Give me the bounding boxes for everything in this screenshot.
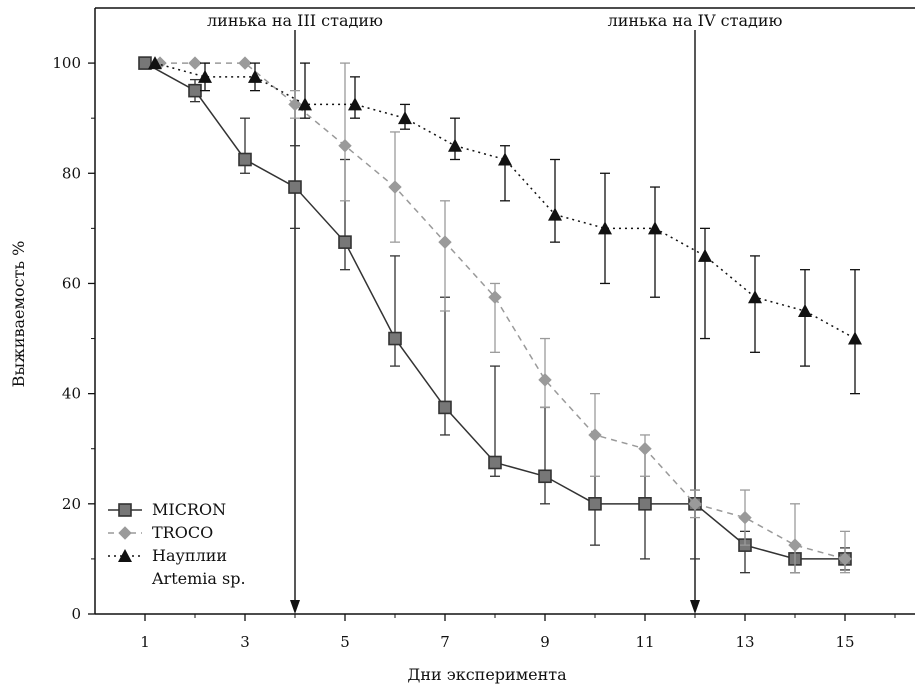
data-point <box>838 552 852 566</box>
x-axis-title: Дни эксперимента <box>407 665 567 684</box>
data-point <box>238 152 252 167</box>
data-point <box>198 69 212 83</box>
legend-label: MICRON <box>152 500 226 519</box>
legend-marker <box>118 549 132 562</box>
data-point <box>338 235 352 249</box>
molt-annotation-label: линька на IV стадию <box>608 11 783 30</box>
data-point <box>698 248 712 262</box>
x-tick-label: 3 <box>240 633 250 651</box>
data-point <box>188 56 202 70</box>
data-point <box>238 56 252 70</box>
data-point <box>738 510 752 525</box>
y-axis-title: Выживаемость % <box>9 241 28 388</box>
x-tick-label: 13 <box>735 633 754 651</box>
series-line <box>160 62 846 560</box>
data-point <box>638 442 652 456</box>
molt-annotation-label: линька на III стадию <box>207 11 383 30</box>
data-point <box>498 152 512 166</box>
y-tick-label: 40 <box>62 385 81 403</box>
molt-arrow-head <box>290 600 300 614</box>
data-point <box>398 111 412 125</box>
y-ticks: 0 20 40 60 80 100 <box>52 54 95 623</box>
y-tick-label: 80 <box>62 164 81 182</box>
series-layer <box>138 56 862 574</box>
data-point <box>298 97 312 111</box>
x-tick-label: 11 <box>635 633 654 651</box>
data-point <box>138 56 152 70</box>
x-ticks: 1 3 5 7 9 11 13 15 <box>140 614 896 651</box>
y-tick-label: 0 <box>71 605 81 623</box>
data-point <box>348 97 362 111</box>
data-point <box>488 455 502 470</box>
legend-label: TROCO <box>152 523 213 542</box>
data-point <box>148 56 162 70</box>
data-point <box>788 538 802 552</box>
data-point <box>848 331 862 345</box>
data-point <box>388 180 402 194</box>
legend-label: Artemia sp. <box>151 569 246 588</box>
data-point <box>538 469 552 484</box>
annotations: линька на III стадию линька на IV стадию <box>207 11 783 614</box>
y-tick-label: 100 <box>52 54 81 72</box>
data-point <box>248 69 262 83</box>
data-point <box>448 138 462 152</box>
data-point <box>648 221 662 235</box>
data-point <box>388 331 402 346</box>
data-point <box>588 428 602 442</box>
data-point <box>798 304 812 317</box>
data-point <box>688 497 702 511</box>
data-point <box>188 83 202 98</box>
data-point <box>438 235 452 249</box>
legend-marker <box>118 503 132 517</box>
data-point <box>548 207 562 221</box>
y-tick-label: 20 <box>62 495 81 513</box>
data-point <box>438 400 452 415</box>
x-tick-label: 7 <box>440 633 450 651</box>
x-tick-label: 9 <box>540 633 550 651</box>
data-point <box>748 290 762 304</box>
x-tick-label: 1 <box>140 633 150 651</box>
y-tick-label: 60 <box>62 274 81 292</box>
data-point <box>588 497 602 511</box>
data-point <box>538 373 552 387</box>
series-diamond <box>153 56 852 574</box>
series-line <box>154 62 856 340</box>
series-triangle <box>148 56 862 395</box>
data-point <box>598 221 612 235</box>
data-point <box>288 97 302 112</box>
legend-label: Науплии <box>152 546 227 565</box>
legend-marker <box>118 526 132 540</box>
legend: MICRON TROCO Науплии Artemia sp. <box>108 500 246 588</box>
data-point <box>338 139 352 153</box>
data-point <box>288 180 302 194</box>
molt-arrow-head <box>690 600 700 614</box>
data-point <box>638 497 652 511</box>
data-point <box>488 290 502 304</box>
x-tick-label: 15 <box>835 633 854 651</box>
x-tick-label: 5 <box>340 633 350 651</box>
axes <box>94 7 915 615</box>
